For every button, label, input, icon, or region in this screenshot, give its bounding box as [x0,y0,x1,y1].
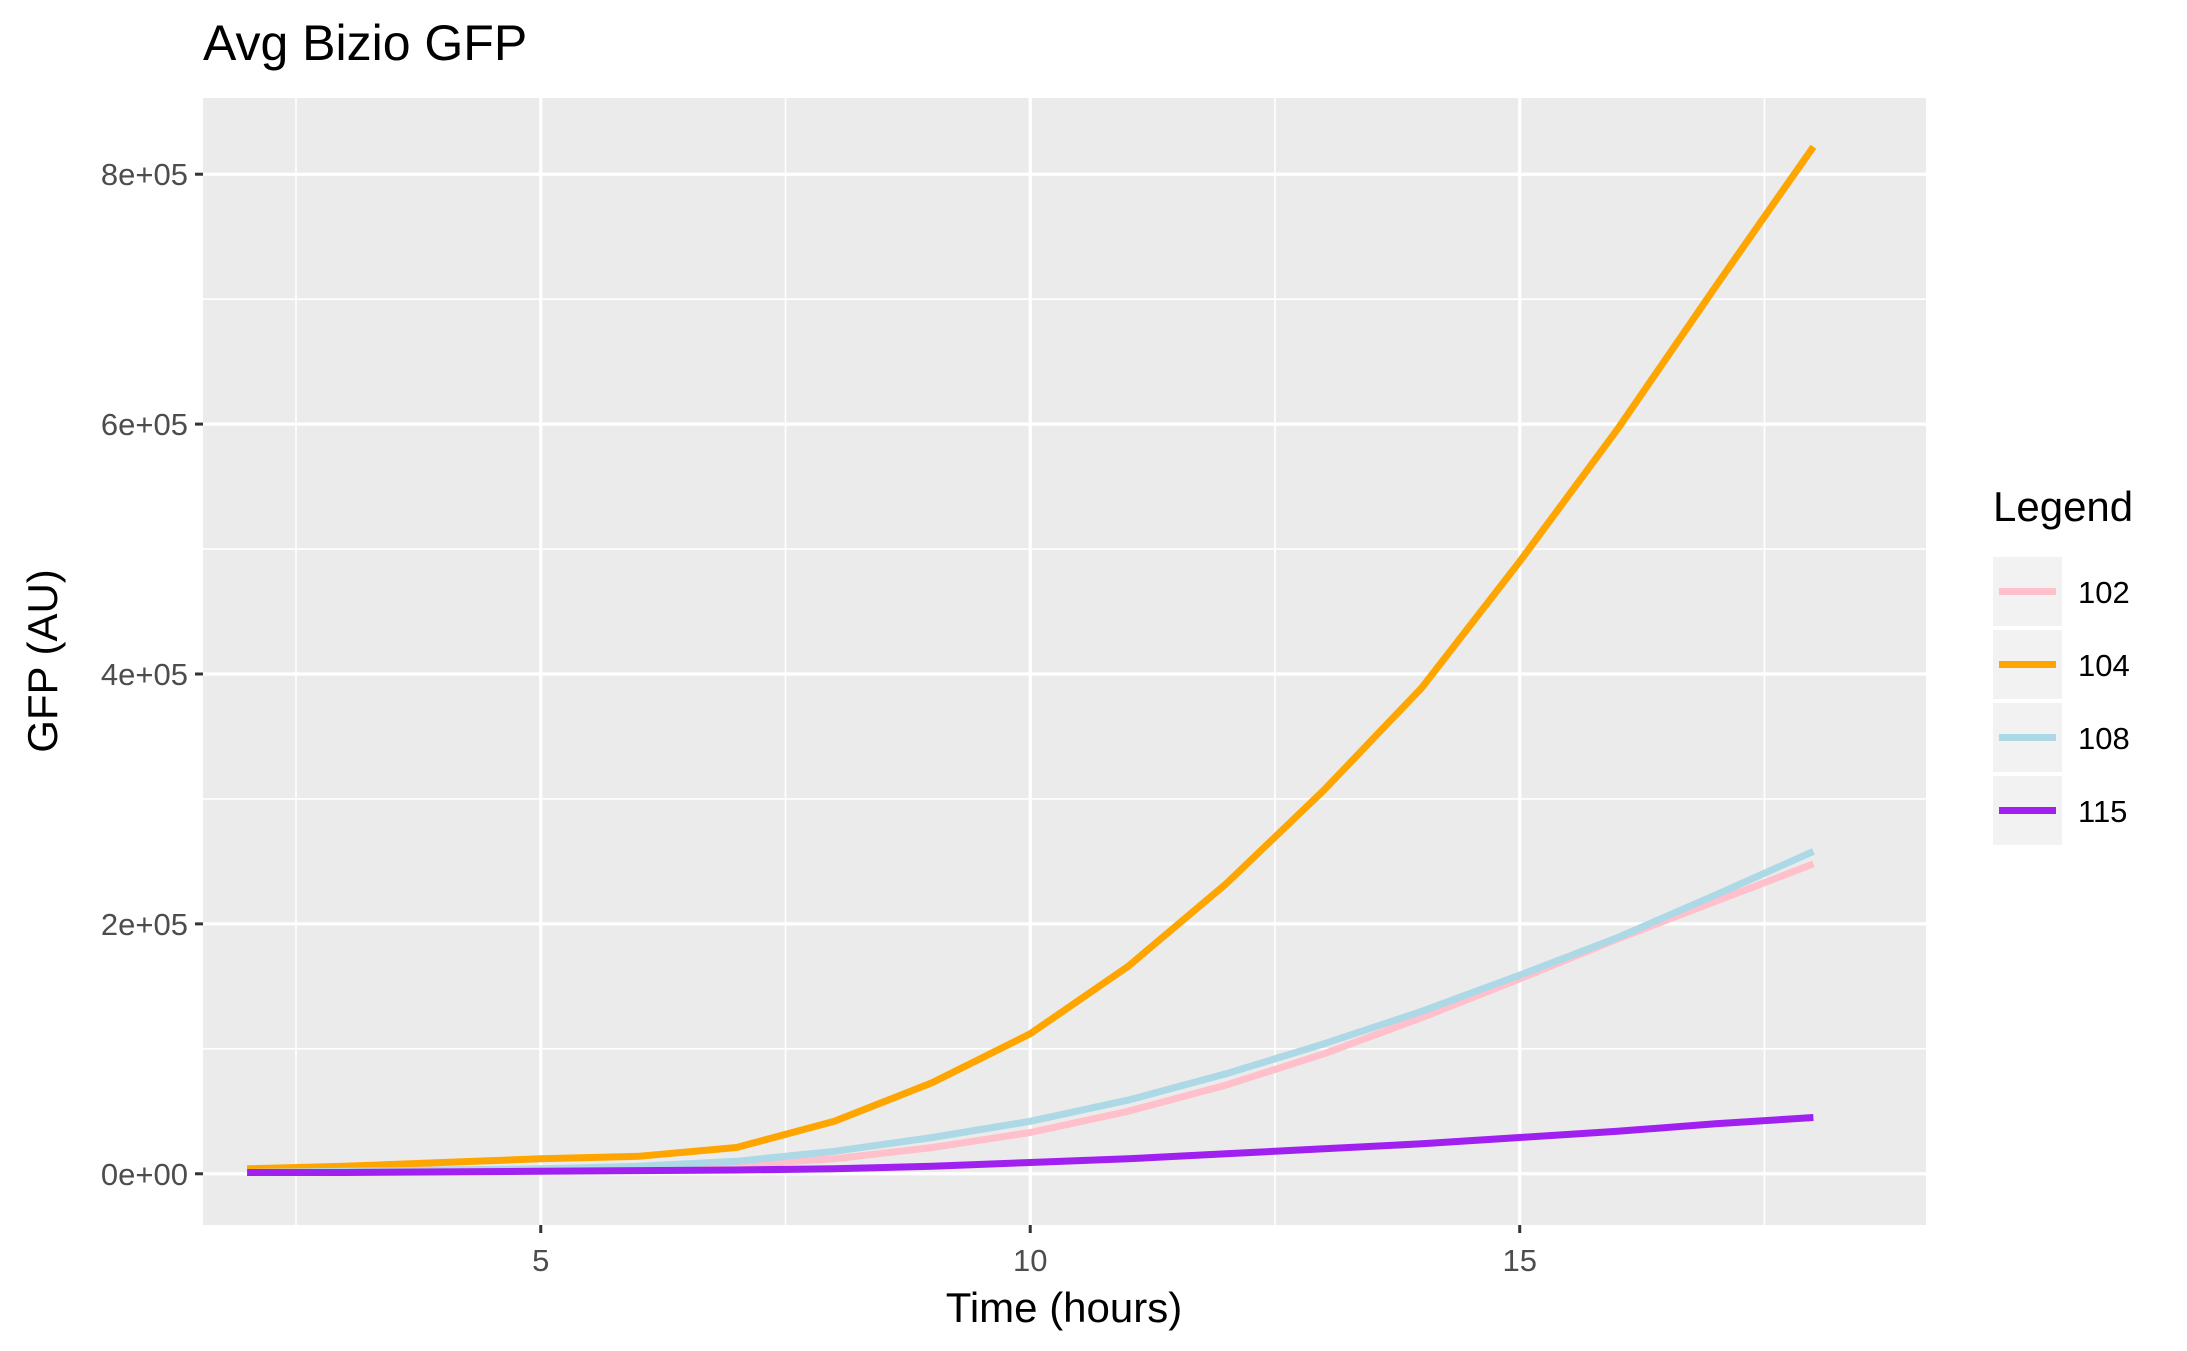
legend-label-102: 102 [2078,575,2130,610]
legend-title: Legend [1993,483,2133,530]
y-axis-title: GFP (AU) [19,569,66,753]
y-tick-label: 2e+05 [101,907,188,942]
legend-label-108: 108 [2078,721,2130,756]
series-line-104 [247,144,1817,1173]
y-tick-label: 8e+05 [101,157,188,192]
legend: Legend 102 104 108 115 [1993,483,2133,845]
y-tick-label: 6e+05 [101,407,188,442]
x-tick-label: 10 [1013,1243,1047,1278]
minor-gridlines [203,98,1926,1225]
series-lines [247,144,1817,1176]
y-axis: 0e+00 2e+05 4e+05 6e+05 8e+05 [101,157,203,1192]
y-tick-label: 0e+00 [101,1157,188,1192]
legend-label-115: 115 [2078,794,2127,829]
series-line-115 [247,1114,1814,1176]
x-axis-title: Time (hours) [946,1284,1182,1331]
y-tick-label: 4e+05 [101,657,188,692]
chart-title: Avg Bizio GFP [203,15,527,71]
x-axis: 5 10 15 [532,1225,1537,1278]
plot-panel [203,98,1926,1225]
x-tick-label: 5 [532,1243,549,1278]
x-tick-label: 15 [1502,1243,1536,1278]
legend-label-104: 104 [2078,648,2130,683]
